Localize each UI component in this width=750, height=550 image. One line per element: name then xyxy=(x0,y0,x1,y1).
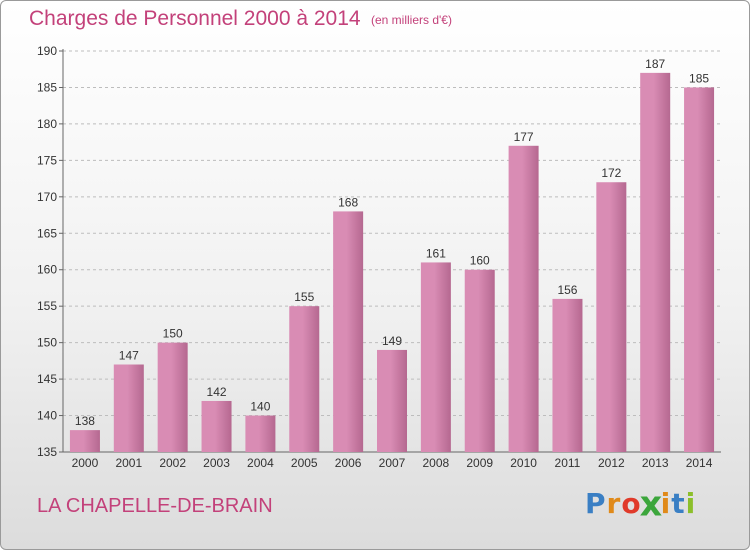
y-tick-label: 140 xyxy=(37,409,57,423)
y-tick-label: 135 xyxy=(37,445,57,459)
proxiti-logo: Proxiti xyxy=(585,483,697,524)
y-tick-label: 170 xyxy=(37,190,57,204)
data-label: 168 xyxy=(338,195,358,209)
bar xyxy=(420,262,451,452)
data-label: 161 xyxy=(426,246,446,260)
logo-letter: i xyxy=(685,487,697,520)
bar xyxy=(69,430,100,452)
data-label: 138 xyxy=(75,414,95,428)
y-tick-label: 190 xyxy=(37,44,57,58)
x-tick-label: 2000 xyxy=(72,456,99,470)
data-label: 185 xyxy=(689,71,709,85)
bar xyxy=(508,145,539,453)
logo-letter: i xyxy=(660,487,672,520)
y-tick-label: 165 xyxy=(37,226,57,240)
y-tick-label: 185 xyxy=(37,80,57,94)
bar xyxy=(464,269,495,452)
bar xyxy=(245,415,276,452)
data-label: 149 xyxy=(382,334,402,348)
bar xyxy=(684,87,715,453)
x-tick-label: 2003 xyxy=(203,456,230,470)
bar xyxy=(289,306,320,452)
x-tick-label: 2009 xyxy=(466,456,493,470)
bar xyxy=(113,364,144,452)
data-label: 140 xyxy=(250,400,270,414)
chart-subtitle: (en milliers d'€) xyxy=(371,13,452,27)
bar xyxy=(377,349,407,452)
bar xyxy=(157,342,188,452)
x-tick-label: 2002 xyxy=(159,456,186,470)
location-name: LA CHAPELLE-DE-BRAIN xyxy=(37,495,273,517)
x-tick-label: 2012 xyxy=(598,456,625,470)
bar xyxy=(201,400,232,452)
data-label: 156 xyxy=(557,283,577,297)
data-label: 150 xyxy=(163,327,183,341)
x-tick-label: 2005 xyxy=(291,456,318,470)
logo-letter: P xyxy=(585,487,607,520)
y-tick-label: 145 xyxy=(37,372,57,386)
logo-letter: r xyxy=(606,487,622,520)
data-label: 142 xyxy=(207,385,227,399)
data-label: 147 xyxy=(119,349,139,363)
x-tick-label: 2006 xyxy=(335,456,362,470)
x-tick-label: 2001 xyxy=(115,456,142,470)
data-label: 177 xyxy=(514,130,534,144)
data-label: 155 xyxy=(294,290,314,304)
data-label: 187 xyxy=(645,57,665,71)
chart-title: Charges de Personnel 2000 à 2014 xyxy=(29,7,361,30)
x-tick-label: 2007 xyxy=(379,456,406,470)
y-tick-label: 155 xyxy=(37,299,57,313)
bar xyxy=(596,182,627,452)
logo-letter: o xyxy=(621,487,642,520)
y-tick-label: 180 xyxy=(37,117,57,131)
x-tick-label: 2011 xyxy=(555,456,581,470)
x-tick-label: 2004 xyxy=(247,456,274,470)
x-tick-label: 2008 xyxy=(423,456,450,470)
x-tick-label: 2013 xyxy=(642,456,669,470)
x-tick-label: 2014 xyxy=(686,456,713,470)
logo-letter: x xyxy=(639,482,664,525)
bar xyxy=(333,211,364,452)
y-tick-label: 175 xyxy=(37,153,57,167)
y-tick-label: 150 xyxy=(37,336,57,350)
data-label: 172 xyxy=(601,166,621,180)
bar xyxy=(640,72,671,452)
logo-letter: t xyxy=(671,487,686,520)
y-tick-label: 160 xyxy=(37,263,57,277)
data-label: 160 xyxy=(470,254,490,268)
x-tick-label: 2010 xyxy=(510,456,537,470)
bar xyxy=(552,298,583,452)
